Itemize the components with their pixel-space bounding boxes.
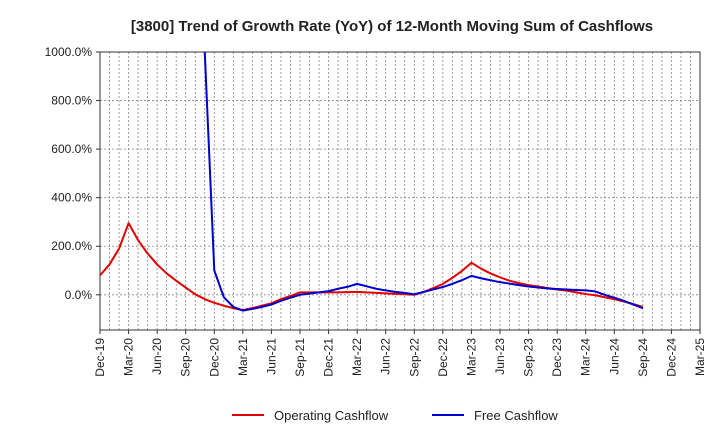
x-tick-label: Dec-24	[664, 338, 678, 377]
x-tick-label: Sep-22	[407, 338, 421, 377]
y-tick-label: 600.0%	[51, 142, 92, 156]
x-tick-label: Dec-23	[550, 338, 564, 377]
plot-area	[99, 51, 701, 331]
legend-label: Operating Cashflow	[274, 408, 389, 423]
chart-title: [3800] Trend of Growth Rate (YoY) of 12-…	[131, 18, 653, 35]
y-tick-label: 0.0%	[65, 288, 93, 302]
y-tick-label: 400.0%	[51, 191, 92, 205]
x-tick-label: Mar-22	[350, 338, 364, 376]
legend-label: Free Cashflow	[474, 408, 558, 423]
x-tick-label: Mar-21	[236, 338, 250, 376]
x-tick-label: Mar-25	[693, 338, 707, 376]
x-tick-label: Mar-20	[122, 338, 136, 376]
x-tick-label: Jun-24	[607, 338, 621, 375]
x-tick-label: Dec-21	[322, 338, 336, 377]
x-tick-label: Jun-21	[264, 338, 278, 375]
x-tick-label: Sep-20	[179, 338, 193, 377]
x-tick-label: Mar-24	[579, 338, 593, 376]
x-tick-label: Jun-23	[493, 338, 507, 375]
x-tick-label: Jun-20	[150, 338, 164, 375]
y-tick-label: 200.0%	[51, 239, 92, 253]
x-tick-label: Sep-24	[636, 338, 650, 377]
x-tick-label: Dec-19	[93, 338, 107, 377]
legend: Operating Cashflow Free Cashflow	[232, 408, 558, 423]
x-tick-label: Mar-23	[464, 338, 478, 376]
series-lines	[100, 52, 644, 312]
x-tick-label: Sep-21	[293, 338, 307, 377]
x-tick-label: Dec-20	[207, 338, 221, 377]
x-tick-label: Dec-22	[436, 338, 450, 377]
y-tick-label: 1000.0%	[45, 45, 93, 59]
y-tick-label: 800.0%	[51, 94, 92, 108]
y-axis: 0.0% 200.0% 400.0% 600.0% 800.0% 1000.0%	[45, 45, 100, 302]
series-line-operating-cashflow	[100, 222, 644, 312]
x-tick-label: Sep-23	[522, 338, 536, 377]
grid	[100, 52, 700, 330]
x-tick-label: Jun-22	[379, 338, 393, 375]
series-line-free-cashflow	[203, 52, 644, 312]
x-axis: Dec-19 Mar-20 Jun-20 Sep-20 Dec-20 Mar-21 Jun-…	[93, 330, 707, 377]
